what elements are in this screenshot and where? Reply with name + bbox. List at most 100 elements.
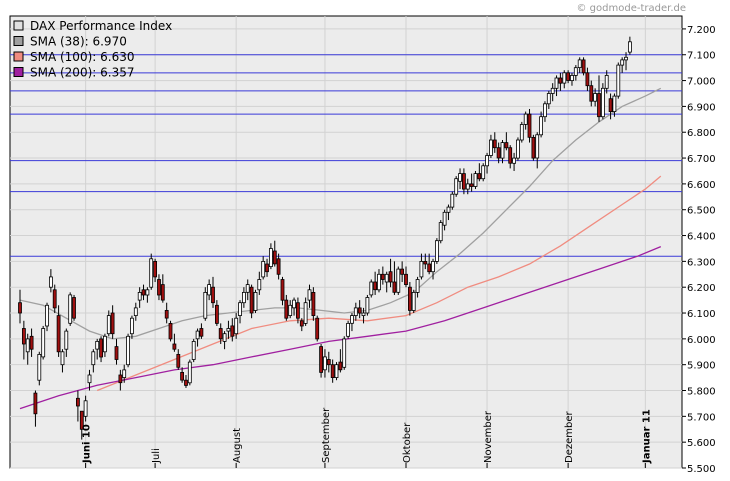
watermark: © godmode-trader.de (577, 3, 687, 14)
candle-body (187, 361, 192, 384)
candle (52, 284, 57, 314)
candle (388, 258, 393, 288)
candle (268, 243, 273, 270)
candle (539, 111, 543, 138)
candle-body (245, 284, 250, 293)
candle-body (129, 317, 134, 335)
candle-body (157, 279, 161, 296)
candle-body (601, 87, 605, 118)
candle-body (392, 281, 397, 293)
candle (176, 349, 181, 370)
candle-body (295, 302, 300, 319)
candle-body (41, 328, 46, 358)
candle-body (477, 173, 482, 180)
candle (122, 364, 127, 383)
sma-line (96, 175, 662, 392)
candle (191, 338, 196, 363)
candle (353, 302, 358, 321)
candle-body (268, 248, 273, 268)
month-label: Juni 10 (82, 424, 93, 464)
candle-body (334, 364, 339, 379)
candle (334, 362, 339, 381)
candle-body (523, 113, 528, 125)
y-tick-label: 5.900 (687, 361, 716, 372)
candle (407, 282, 412, 316)
candle (118, 369, 123, 391)
candle-body (481, 165, 486, 180)
month-label: Juli (151, 448, 162, 464)
y-tick-label: 5.500 (687, 464, 716, 475)
candle-body (164, 309, 169, 319)
candle (516, 137, 520, 161)
candle (523, 111, 528, 130)
candle (411, 289, 416, 314)
candle (207, 279, 212, 301)
plot-area (9, 15, 683, 469)
candle (597, 75, 601, 122)
candle-body (554, 77, 559, 89)
candle-body (496, 147, 501, 159)
candle (76, 390, 80, 422)
candle (187, 359, 192, 386)
candle-body (431, 260, 435, 273)
candle-body (214, 304, 219, 324)
candle-body (357, 307, 362, 314)
candle-body (110, 312, 115, 335)
candle (458, 168, 462, 190)
candle-body (612, 95, 617, 112)
candle (589, 80, 594, 107)
candle (110, 305, 115, 339)
candle-body (25, 338, 30, 353)
candle (346, 320, 351, 339)
y-tick-label: 6.300 (687, 257, 716, 268)
candle (195, 328, 200, 347)
candle (628, 36, 632, 55)
candle (172, 333, 177, 352)
candle (133, 302, 138, 321)
candle-body (106, 315, 111, 335)
candle-body (562, 72, 567, 84)
candle (238, 300, 242, 324)
candle (315, 315, 320, 342)
candle (49, 269, 53, 293)
candle (350, 313, 354, 332)
candle (608, 93, 613, 120)
candle-body (377, 273, 381, 291)
candle (431, 258, 435, 280)
candle-body (261, 260, 266, 278)
candle (585, 67, 590, 91)
candle-body (199, 328, 204, 337)
candle (168, 320, 173, 342)
candle-body (319, 346, 324, 373)
candle (500, 139, 505, 164)
candle (562, 70, 567, 89)
candle-body (446, 206, 451, 213)
candle (18, 289, 22, 324)
candle-body (546, 93, 551, 105)
candle (454, 176, 459, 197)
candle-body (307, 289, 312, 301)
candle (624, 52, 628, 71)
candle (91, 349, 96, 373)
candle (485, 152, 490, 174)
legend-label: SMA (100): 6.630 (30, 50, 134, 64)
candle (157, 274, 161, 301)
candle-body (450, 193, 455, 208)
candle (419, 253, 424, 280)
candle-body (211, 286, 215, 304)
candle (295, 297, 300, 324)
candle (496, 142, 501, 164)
candle-body (400, 268, 405, 275)
candle-body (608, 98, 613, 112)
candle (531, 134, 536, 161)
candle (37, 351, 42, 386)
candle-body (624, 56, 628, 61)
candle-body (597, 93, 601, 118)
candle (481, 163, 486, 182)
candle-body (168, 322, 173, 340)
candle (214, 300, 219, 326)
candle-body (303, 302, 308, 324)
candle (357, 300, 362, 319)
candle-body (60, 351, 65, 366)
